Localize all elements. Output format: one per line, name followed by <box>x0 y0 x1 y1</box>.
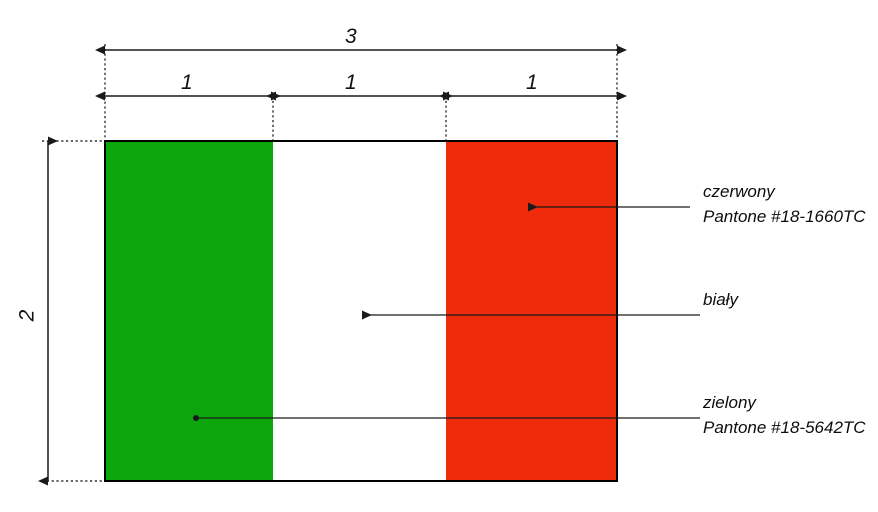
white-stripe <box>273 141 446 481</box>
red-stripe <box>446 141 617 481</box>
dimension-label-total-width: 3 <box>345 25 357 48</box>
callout-green: zielony Pantone #18-5642TC <box>703 391 866 440</box>
callout-white-label: biały <box>703 290 738 309</box>
flag-outline <box>104 140 618 482</box>
dimension-label-segment-2: 1 <box>345 71 357 94</box>
dimension-label-height: 2 <box>15 309 39 322</box>
callout-red: czerwony Pantone #18-1660TC <box>703 180 866 229</box>
callout-white: biały <box>703 288 738 313</box>
dimension-label-segment-3: 1 <box>526 71 538 94</box>
callout-red-label: czerwony <box>703 182 775 201</box>
dimension-label-segment-1: 1 <box>181 71 193 94</box>
callout-leader-lines <box>193 202 700 421</box>
green-stripe <box>105 141 273 481</box>
callout-red-pantone: Pantone #18-1660TC <box>703 206 866 226</box>
flag-graphic <box>104 140 618 482</box>
callout-green-pantone: Pantone #18-5642TC <box>703 417 866 437</box>
callout-green-label: zielony <box>703 393 756 412</box>
